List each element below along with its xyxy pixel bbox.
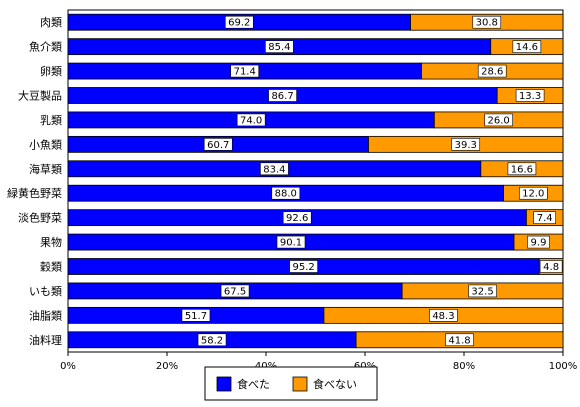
category-label: 緑黄色野菜 bbox=[7, 186, 62, 200]
data-label: 26.0 bbox=[488, 115, 510, 126]
category-label: 小魚類 bbox=[29, 138, 62, 151]
legend-swatch bbox=[216, 376, 232, 392]
data-label-box bbox=[289, 260, 318, 273]
data-label-box bbox=[484, 113, 513, 127]
data-label: 67.5 bbox=[224, 286, 246, 297]
category-label: 淡色野菜 bbox=[18, 211, 62, 225]
category-label: 乳類 bbox=[40, 114, 62, 127]
data-label-box bbox=[271, 186, 301, 200]
data-label-box bbox=[472, 15, 502, 29]
data-label: 86.7 bbox=[271, 91, 293, 102]
data-label-box bbox=[515, 89, 545, 102]
data-label-box bbox=[539, 260, 563, 273]
x-tick-label: 80% bbox=[453, 361, 475, 372]
data-label-box bbox=[451, 138, 481, 151]
data-label-box bbox=[220, 284, 250, 298]
data-label-box bbox=[527, 235, 550, 249]
data-label: 9.9 bbox=[531, 238, 547, 249]
data-label: 7.4 bbox=[537, 213, 553, 224]
data-label: 14.6 bbox=[516, 42, 538, 53]
data-label: 90.1 bbox=[280, 238, 302, 249]
data-label-box bbox=[445, 333, 474, 347]
data-label: 92.6 bbox=[286, 213, 308, 224]
category-label: 魚介類 bbox=[29, 41, 62, 54]
data-label: 41.8 bbox=[448, 335, 470, 346]
data-label-box bbox=[533, 211, 556, 224]
data-label-box bbox=[230, 64, 260, 78]
legend: 食べた 食べない bbox=[204, 366, 378, 401]
data-label: 12.0 bbox=[522, 189, 544, 200]
data-label: 28.6 bbox=[481, 67, 503, 78]
legend-swatch bbox=[292, 376, 308, 392]
x-tick-label: 0% bbox=[60, 361, 76, 372]
data-label: 51.7 bbox=[185, 311, 207, 322]
data-label-box bbox=[518, 186, 548, 200]
category-label: 卵類 bbox=[40, 65, 62, 78]
data-label-box bbox=[236, 113, 266, 127]
category-label: 海草類 bbox=[29, 162, 62, 176]
data-label: 85.4 bbox=[268, 42, 290, 53]
data-label-box bbox=[203, 138, 233, 151]
category-label: いも類 bbox=[29, 285, 62, 298]
data-label-box bbox=[224, 15, 254, 29]
data-label: 74.0 bbox=[240, 115, 262, 126]
plot-frame bbox=[67, 9, 564, 353]
category-label: 大豆製品 bbox=[18, 89, 62, 103]
data-label: 4.8 bbox=[543, 262, 559, 273]
category-label: 油脂類 bbox=[29, 308, 62, 322]
data-label-box bbox=[429, 309, 458, 322]
data-label: 48.3 bbox=[432, 311, 454, 322]
data-label: 88.0 bbox=[275, 189, 297, 200]
data-label: 83.4 bbox=[263, 164, 285, 175]
data-label: 71.4 bbox=[234, 67, 256, 78]
plot-area: 肉類 69.2 30.8 魚介類 85.4 14.6 卵類 71.4 28.6 大豆製品 86.7 1… bbox=[7, 9, 578, 372]
data-label-box bbox=[507, 162, 537, 176]
data-label-box bbox=[260, 162, 289, 176]
legend-label: 食べた bbox=[237, 377, 270, 391]
data-label: 60.7 bbox=[207, 140, 229, 151]
data-label-box bbox=[276, 235, 306, 249]
data-label-box bbox=[268, 89, 297, 102]
legend-label: 食べない bbox=[313, 377, 357, 391]
data-label-box bbox=[477, 64, 507, 78]
data-label: 95.2 bbox=[292, 262, 314, 273]
data-label: 32.5 bbox=[471, 286, 493, 297]
data-label-box bbox=[282, 211, 312, 224]
category-label: 油料理 bbox=[29, 333, 62, 347]
legend-frame bbox=[204, 366, 378, 401]
x-tick-label: 100% bbox=[549, 361, 578, 372]
data-label-box bbox=[265, 40, 294, 53]
category-label: 果物 bbox=[40, 235, 62, 249]
data-label: 30.8 bbox=[476, 18, 498, 29]
category-label: 肉類 bbox=[40, 16, 62, 29]
x-tick-label: 20% bbox=[156, 361, 178, 372]
data-label-box bbox=[197, 333, 227, 347]
data-label: 13.3 bbox=[519, 91, 541, 102]
category-label: 穀類 bbox=[40, 261, 62, 274]
data-label: 16.6 bbox=[511, 164, 533, 175]
data-label: 58.2 bbox=[201, 335, 223, 346]
data-label-box bbox=[181, 309, 211, 322]
data-label-box bbox=[512, 40, 542, 53]
data-label: 69.2 bbox=[228, 18, 250, 29]
data-label-box bbox=[468, 284, 497, 298]
data-label: 39.3 bbox=[455, 140, 477, 151]
